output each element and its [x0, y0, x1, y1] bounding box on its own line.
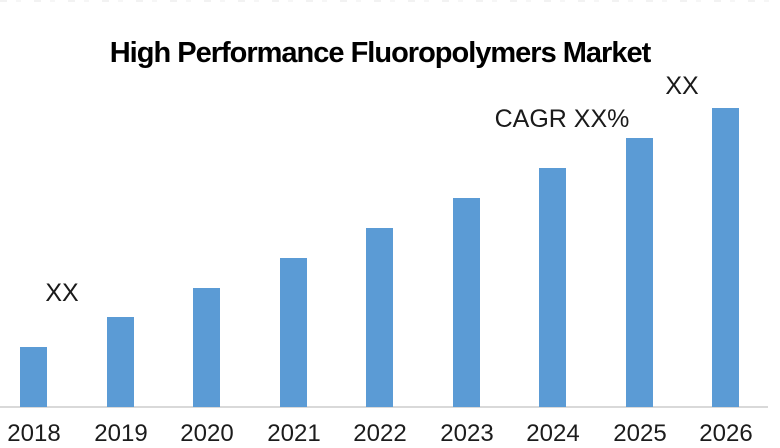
x-axis-label-2020: 2020	[180, 420, 234, 447]
x-axis-label-2019: 2019	[94, 420, 148, 447]
bar-2022	[366, 228, 393, 407]
x-axis-label-2018: 2018	[7, 420, 61, 447]
bar-2026	[712, 108, 739, 407]
x-axis-label-2022: 2022	[353, 420, 407, 447]
x-axis-line	[0, 406, 768, 408]
bar-2021	[280, 258, 307, 407]
cropped-text-artifact	[0, 0, 780, 2]
cagr-annotation: CAGR XX%	[494, 105, 630, 133]
x-axis-label-2023: 2023	[440, 420, 494, 447]
x-axis-label-2024: 2024	[526, 420, 580, 447]
bar-2019	[107, 317, 134, 407]
x-axis-label-2026: 2026	[699, 420, 753, 447]
bar-2025	[626, 138, 653, 407]
bar-2018	[20, 347, 47, 407]
x-axis-label-2021: 2021	[267, 420, 321, 447]
first-bar-value-annotation: XX	[45, 279, 79, 307]
bar-2020	[193, 288, 220, 407]
bar-2024	[539, 168, 566, 407]
chart-title: High Performance Fluoropolymers Market	[109, 37, 652, 69]
x-axis-label-2025: 2025	[613, 420, 667, 447]
last-bar-value-annotation: XX	[665, 72, 699, 100]
bar-2023	[453, 198, 480, 407]
